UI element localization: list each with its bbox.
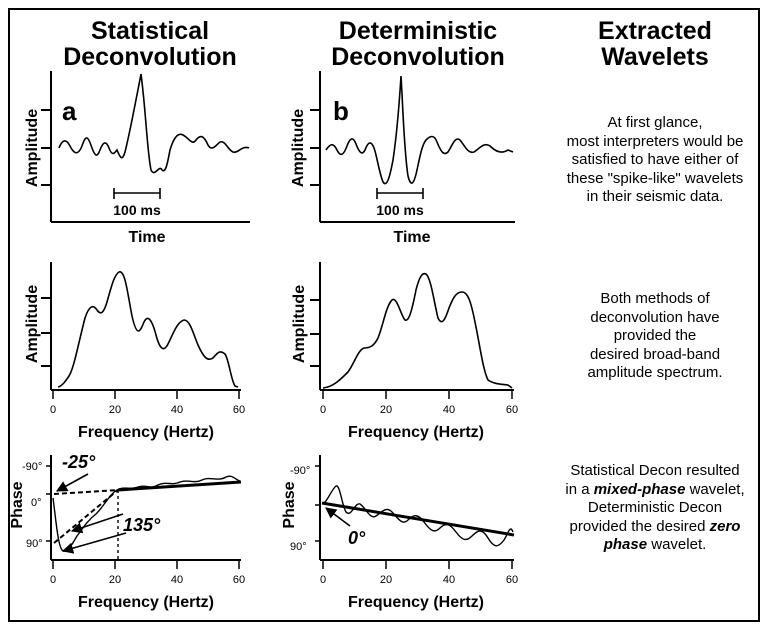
annotation-arrow [56, 473, 89, 492]
spectrum-plot-a: 0 20 40 60 Frequency (Hertz) Amplitude [24, 262, 245, 441]
description-line: desired broad-band [589, 345, 721, 363]
description-line: Both methods of [600, 290, 710, 307]
intercept-dashed-line [53, 489, 119, 544]
x-axis-label: Frequency (Hertz) [348, 424, 484, 441]
y-axis-label: Amplitude [291, 285, 308, 363]
description-line: amplitude spectrum. [587, 364, 723, 381]
header-line: Wavelets [601, 43, 709, 71]
x-tick-label: 60 [233, 574, 245, 586]
emphasis-mixed-phase: mixed-phase [593, 480, 686, 498]
description-row3: Statistical Decon resulted in a mixed-ph… [540, 462, 769, 555]
x-axis-label: Frequency (Hertz) [348, 594, 484, 611]
x-tick-label: 20 [109, 404, 121, 416]
panel-label-a: a [62, 96, 77, 126]
header-line: Deconvolution [331, 43, 505, 71]
x-tick-label: 40 [443, 574, 455, 586]
description-line: deconvolution have [590, 308, 720, 326]
phase-fit-line [117, 480, 242, 492]
y-axis-label: Amplitude [24, 109, 41, 187]
header-line: Statistical [90, 17, 210, 45]
text-run: wavelet, [685, 480, 745, 498]
x-tick-label: 40 [171, 574, 183, 586]
y-tick-label: 90° [26, 538, 43, 550]
description-line: Deterministic Decon [587, 499, 723, 516]
phase-trace [321, 485, 514, 547]
text-run: in a [565, 480, 594, 498]
description-line: At first glance, [607, 114, 703, 131]
annotation-135-degrees: 135° [123, 515, 161, 535]
text-run: provided the desired [569, 517, 710, 535]
annotation-minus-25-degrees: -25° [62, 452, 96, 472]
x-ticks: 0 20 40 60 [320, 560, 518, 586]
header-statistical-deconvolution: Statistical Deconvolution [50, 18, 250, 70]
panel-label-b: b [333, 96, 349, 126]
description-line: satisfied to have either of [571, 151, 739, 168]
description-line: provided the desired zero [540, 518, 769, 537]
y-axis-label: Phase [281, 481, 298, 528]
x-axis-label: Frequency (Hertz) [78, 424, 214, 441]
header-deterministic-deconvolution: Deterministic Deconvolution [318, 18, 518, 70]
phase-plot-a: -90° 0° 90° 0 20 40 60 -25° 135° Frequen… [9, 452, 245, 611]
x-ticks: 0 20 40 60 [50, 390, 245, 416]
x-tick-label: 20 [380, 574, 392, 586]
spectrum-trace [57, 271, 239, 388]
header-extracted-wavelets: Extracted Wavelets [555, 18, 755, 70]
description-line: most interpreters would be [566, 132, 744, 150]
text-run: wavelet. [647, 536, 707, 553]
annotation-arrow [325, 507, 351, 527]
annotation-arrow [61, 532, 127, 554]
annotation-arrow [70, 513, 124, 534]
description-line: Statistical Decon resulted [570, 462, 740, 479]
spectrum-trace [322, 272, 513, 389]
x-tick-label: 40 [443, 404, 455, 416]
x-tick-label: 60 [506, 574, 518, 586]
emphasis-zero: zero [709, 517, 741, 535]
y-axis-label: Amplitude [24, 285, 41, 363]
x-tick-label: 0 [50, 404, 56, 416]
phase-plot-b: -90° 90° 0 20 40 60 0° Frequency (Hertz)… [281, 455, 518, 611]
y-tick-label: 90° [290, 541, 307, 553]
x-ticks: 0 20 40 60 [50, 560, 245, 586]
y-tick-label: -90° [22, 461, 42, 473]
scale-bar-label: 100 ms [113, 202, 161, 218]
x-tick-label: 20 [380, 404, 392, 416]
phase-fit-line [321, 501, 515, 537]
description-line: phase wavelet. [540, 536, 769, 555]
annotation-0-degrees: 0° [348, 528, 366, 548]
x-tick-label: 60 [506, 404, 518, 416]
x-ticks: 0 20 40 60 [320, 390, 518, 416]
description-line: in their seismic data. [586, 188, 724, 205]
description-row2: Both methods of deconvolution have provi… [540, 290, 769, 383]
x-tick-label: 60 [233, 404, 245, 416]
wavelet-plot-a: a 100 ms Time Amplitude [24, 71, 250, 246]
x-tick-label: 40 [171, 404, 183, 416]
y-tick-label: -90° [290, 465, 310, 477]
header-line: Deconvolution [63, 43, 237, 71]
header-line: Deterministic [338, 17, 498, 45]
header-line: Extracted [598, 17, 712, 45]
scale-bar-label: 100 ms [376, 202, 424, 218]
emphasis-phase: phase [603, 536, 648, 553]
wavelet-trace [325, 75, 514, 185]
intercept-dashed-line [53, 489, 119, 495]
x-tick-label: 0 [50, 574, 56, 586]
x-tick-label: 0 [320, 404, 326, 416]
x-tick-label: 0 [320, 574, 326, 586]
description-line: in a mixed-phase wavelet, [540, 481, 769, 500]
y-axis-label: Phase [9, 481, 26, 528]
x-axis-label: Time [128, 229, 165, 246]
description-row1: At first glance, most interpreters would… [540, 114, 769, 207]
spectrum-plot-b: 0 20 40 60 Frequency (Hertz) Amplitude [291, 262, 518, 441]
wavelet-trace [58, 73, 250, 174]
y-axis-label: Amplitude [290, 109, 307, 187]
x-axis-label: Frequency (Hertz) [78, 594, 214, 611]
description-line: provided the [613, 327, 697, 344]
x-axis-label: Time [393, 229, 430, 246]
y-tick-label: 0° [31, 497, 42, 509]
description-line: these "spike-like" wavelets [566, 169, 744, 187]
x-tick-label: 20 [109, 574, 121, 586]
wavelet-plot-b: b 100 ms Time Amplitude [290, 71, 515, 246]
